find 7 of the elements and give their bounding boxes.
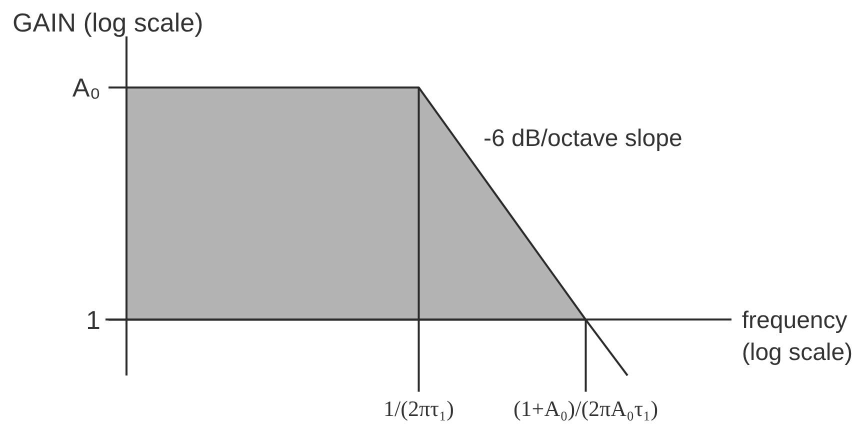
y-axis-title: GAIN (log scale)	[12, 8, 204, 38]
text: A₀	[72, 72, 101, 102]
annotation: -6 dB/octave slope	[484, 125, 682, 152]
x-axis-title: frequency (log scale)	[742, 306, 853, 366]
x-tick-label: 1/(2πτ₁)	[384, 396, 454, 421]
text: 1	[86, 304, 101, 335]
x-tick-label: (1+A₀)/(2πA₀τ₁)	[513, 396, 658, 421]
